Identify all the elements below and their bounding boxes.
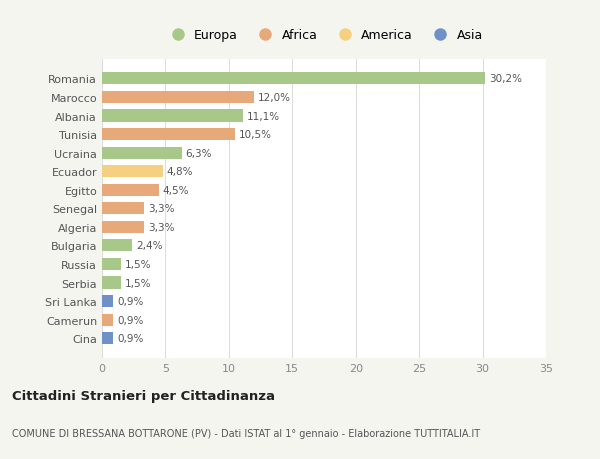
Text: 10,5%: 10,5% (239, 130, 272, 140)
Text: 12,0%: 12,0% (258, 93, 291, 103)
Text: 6,3%: 6,3% (186, 148, 212, 158)
Text: 30,2%: 30,2% (489, 74, 522, 84)
Bar (102, 314, 113, 326)
Bar (102, 147, 182, 159)
Text: 3,3%: 3,3% (148, 222, 174, 232)
Bar (102, 277, 121, 289)
Text: 11,1%: 11,1% (247, 111, 280, 121)
Text: 4,5%: 4,5% (163, 185, 190, 196)
Bar (102, 203, 144, 215)
Bar (102, 92, 254, 104)
Text: 1,5%: 1,5% (125, 259, 151, 269)
Text: 4,8%: 4,8% (167, 167, 193, 177)
Bar (102, 129, 235, 141)
Text: 0,9%: 0,9% (117, 297, 143, 307)
Text: COMUNE DI BRESSANA BOTTARONE (PV) - Dati ISTAT al 1° gennaio - Elaborazione TUTT: COMUNE DI BRESSANA BOTTARONE (PV) - Dati… (12, 428, 480, 438)
Bar (102, 296, 113, 308)
Text: Cittadini Stranieri per Cittadinanza: Cittadini Stranieri per Cittadinanza (12, 389, 275, 403)
Bar (102, 110, 243, 122)
Bar (102, 332, 113, 344)
Bar (102, 185, 159, 196)
Text: 1,5%: 1,5% (125, 278, 151, 288)
Text: 0,9%: 0,9% (117, 333, 143, 343)
Bar (102, 221, 144, 233)
Bar (102, 166, 163, 178)
Bar (102, 73, 485, 85)
Bar (102, 240, 133, 252)
Bar (102, 258, 121, 270)
Legend: Europa, Africa, America, Asia: Europa, Africa, America, Asia (160, 24, 488, 47)
Text: 0,9%: 0,9% (117, 315, 143, 325)
Text: 3,3%: 3,3% (148, 204, 174, 214)
Text: 2,4%: 2,4% (136, 241, 163, 251)
